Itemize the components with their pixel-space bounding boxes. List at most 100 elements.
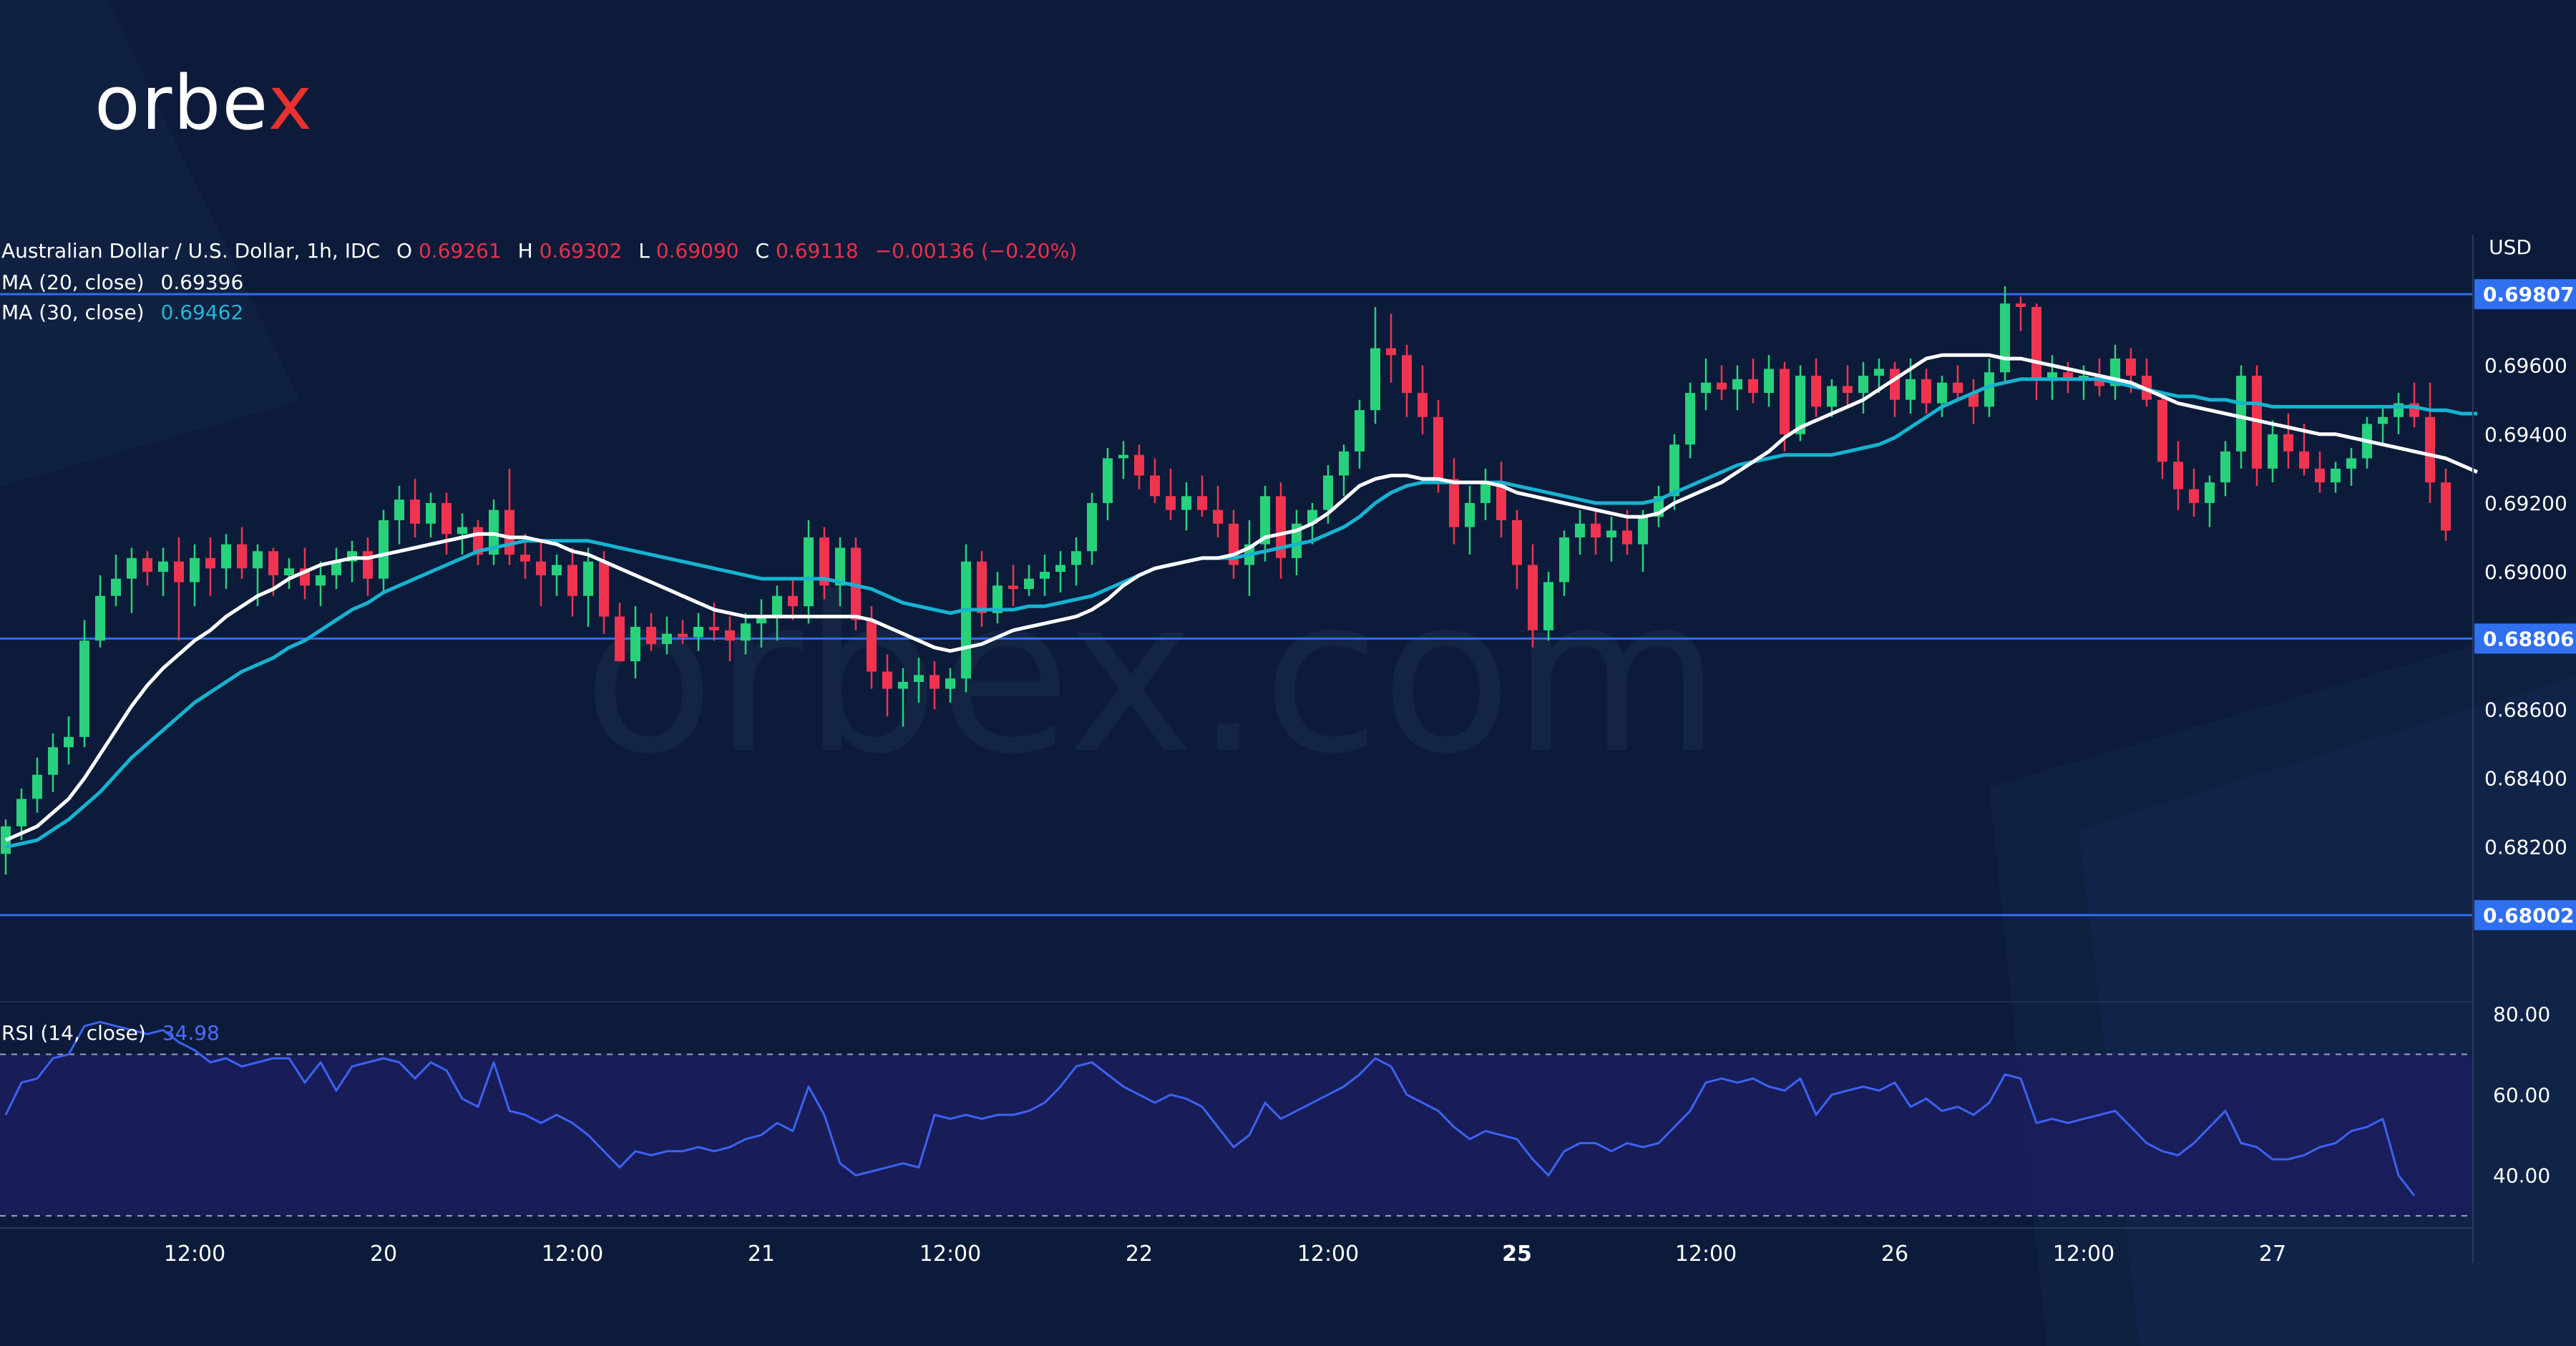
price-tick-label: 0.69600 [2484,354,2567,378]
legend-ma20-value: 0.69396 [160,270,244,294]
candle-bearish [504,509,514,555]
candle-bearish [1386,348,1396,356]
candle-bearish [1449,479,1459,527]
candle-bearish [1496,482,1506,520]
candle-bullish [32,774,42,799]
legend-ma30-label: MA (30, close) [1,301,145,324]
ma20-line [4,353,2478,842]
price-tick-label: 0.68400 [2484,767,2567,791]
legend-low-value: 0.69090 [655,239,739,263]
candle-bullish [1040,572,1050,579]
level-label: 0.68806 [2483,627,2575,650]
legend-high-label: H [517,239,533,263]
legend-close-value: 0.69118 [776,239,859,263]
candle-bearish [678,633,688,638]
legend-ma30-row: MA (30, close) 0.69462 [1,303,243,323]
candle-bullish [1685,393,1695,445]
candle-bullish [331,561,341,575]
legend-open-value: 0.69261 [418,239,502,263]
price-tick-labels: 0.68200 0.68400 0.68600 0.69000 0.69200 0.694… [2484,354,2567,859]
candle-bearish [867,620,877,672]
candle-bullish [1339,451,1349,476]
candle-bullish [693,627,703,638]
time-tick-label: 26 [1881,1242,1908,1267]
time-tick-label: 20 [370,1242,397,1267]
candle-bearish [1953,382,1963,394]
candle-bullish [158,561,168,572]
candle-bullish [1370,348,1380,411]
level-label: 0.69807 [2483,283,2575,306]
legend-open-label: O [396,239,413,263]
level-price-labels: 0.69807 0.68806 0.68002 [2474,279,2576,930]
legend-high-value: 0.69302 [539,239,623,263]
candle-bullish [284,568,294,575]
legend-rsi-value: 34.98 [162,1021,220,1045]
legend-change: −0.00136 (−0.20%) [874,239,1078,263]
candle-bearish [205,557,215,569]
candle-bullish [630,627,640,662]
rsi-band [0,1054,2473,1216]
candle-bullish [316,575,326,586]
candle-bearish [237,544,247,569]
candle-bullish [583,561,593,596]
candle-bullish [1874,369,1884,376]
candle-bullish [95,595,105,641]
candle-bearish [615,616,625,662]
candle-bullish [379,520,389,579]
candle-bearish [567,565,577,596]
candle-bearish [709,627,719,630]
candle-bearish [882,671,892,689]
candle-bullish [662,633,672,645]
candle-bullish [1260,496,1270,545]
candle-bullish [772,595,782,617]
time-tick-labels: 12:00 20 12:00 21 12:00 22 12:00 25 12:00 26 12:00… [164,1242,2286,1267]
candle-bullish [1559,537,1569,582]
candle-bearish [646,627,656,645]
time-tick-label: 21 [748,1242,775,1267]
legend-ma20-label: MA (20, close) [1,270,145,294]
candle-bearish [1197,496,1207,510]
candle-bullish [2220,451,2230,483]
candle-bullish [1906,379,1916,400]
legend-ma30-value: 0.69462 [160,301,244,324]
candle-bearish [819,537,829,586]
candle-bearish [520,555,530,562]
candle-bullish [2236,376,2246,452]
candle-bearish [142,557,152,572]
legend-close-label: C [755,239,770,263]
level-label-box [2474,899,2576,930]
ma30-line [5,377,2477,849]
axes: USD [0,235,2532,1263]
candle-bullish [2378,416,2388,424]
candle-bearish [1134,454,1144,476]
candle-bullish [1575,523,1585,538]
candle-bullish [127,557,137,579]
candle-bearish [2315,468,2325,483]
candle-bearish [725,630,735,641]
candle-bullish [394,499,404,520]
candle-bullish [2047,372,2057,379]
level-label: 0.68002 [2483,904,2575,927]
candle-bullish [1858,376,1868,394]
candle-bullish [1024,578,1034,590]
legend-title-row: Australian Dollar / U.S. Dollar, 1h, IDC… [1,241,1077,261]
rsi-tick-label: 40.00 [2493,1164,2550,1188]
legend-low-label: L [638,239,650,263]
candle-bearish [1717,382,1727,390]
candle-bullish [1118,454,1128,459]
candle-bearish [1512,520,1522,565]
candle-bullish [1480,482,1491,503]
rsi-line-layer [4,1020,2416,1196]
candle-bullish [2346,458,2356,469]
candle-bearish [2173,462,2183,489]
candle-bearish [1402,355,1412,394]
candle-bearish [2425,416,2435,483]
orbex-logo: orbex [94,59,314,147]
candle-bearish [1591,523,1601,538]
candle-bullish [1087,502,1097,552]
rsi-pane [0,1053,2473,1217]
candle-bullish [1732,379,1742,390]
candle-bearish [1418,393,1428,417]
